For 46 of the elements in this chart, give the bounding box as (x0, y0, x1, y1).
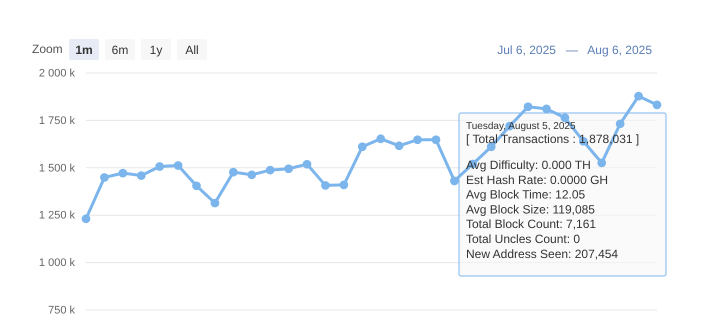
text: Jul 6, 2025 — Aug 6, 2025 (497, 43, 652, 57)
point (228, 168, 238, 177)
point (432, 135, 440, 144)
zoom-button: 1y (141, 39, 171, 60)
y-tick-label: 1 250 k (38, 210, 76, 222)
zoom-button: 1m (69, 39, 99, 60)
y-tick-label: 750 k (48, 304, 76, 317)
y-tick-label: 1 500 k (38, 162, 76, 174)
point (174, 161, 182, 170)
point (560, 113, 570, 122)
point (358, 142, 367, 152)
annotation: Est Hash Rate: 0.0000 GH (466, 172, 608, 187)
point (136, 171, 146, 180)
y-tick-label: 1 000 k (38, 257, 76, 270)
point (118, 168, 128, 178)
annotation: Total Block Count: 7,161 (466, 217, 596, 232)
point (321, 181, 330, 190)
point (376, 134, 386, 144)
annotation: Avg Block Size: 119,085 (466, 202, 596, 216)
point (247, 170, 256, 180)
point (340, 180, 348, 190)
point (524, 102, 532, 112)
point (597, 158, 606, 168)
zoom-button: All (177, 39, 207, 60)
text: Zoom (32, 42, 63, 56)
point (210, 198, 220, 208)
point (652, 100, 662, 110)
point (192, 181, 201, 190)
point (634, 92, 643, 100)
point (542, 104, 551, 114)
point (413, 135, 422, 144)
annotation: New Address Seen: 207,454 (466, 246, 618, 261)
point (616, 119, 625, 128)
point (394, 141, 404, 150)
zoom-button: 6m (105, 39, 135, 60)
point (155, 162, 164, 171)
annotation: Total Uncles Count: 0 (466, 232, 580, 246)
point (266, 166, 275, 174)
point (450, 176, 459, 186)
point (284, 164, 293, 174)
y-tick-label: 2 000 k (38, 68, 76, 80)
annotation: Avg Block Time: 12.05 (466, 188, 586, 202)
y-tick-label: 1 750 k (38, 114, 76, 127)
point (100, 173, 109, 182)
point (82, 214, 90, 224)
point (302, 160, 312, 169)
